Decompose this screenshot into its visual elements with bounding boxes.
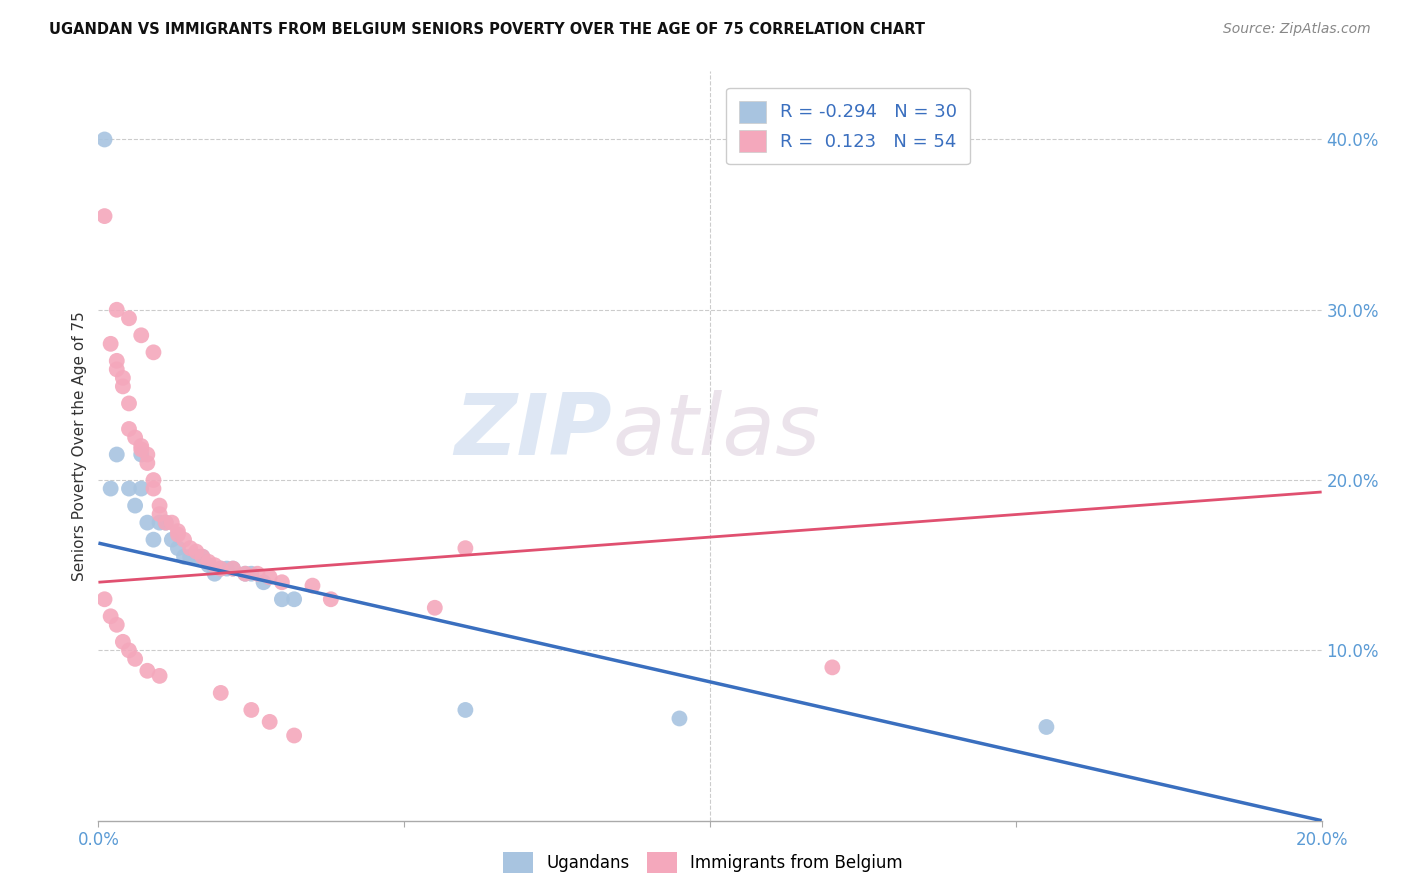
Point — [821, 660, 844, 674]
Point — [118, 422, 141, 436]
Point — [204, 566, 226, 581]
Point — [111, 371, 134, 385]
Point — [222, 561, 245, 575]
Point — [129, 448, 152, 462]
Point — [240, 566, 263, 581]
Point — [209, 561, 232, 575]
Text: ZIP: ZIP — [454, 390, 612, 473]
Point — [105, 302, 128, 317]
Point — [142, 482, 165, 496]
Point — [93, 592, 115, 607]
Point — [93, 209, 115, 223]
Point — [142, 473, 165, 487]
Point — [160, 533, 183, 547]
Point — [118, 311, 141, 326]
Point — [93, 132, 115, 146]
Point — [204, 558, 226, 573]
Point — [100, 609, 122, 624]
Point — [129, 439, 152, 453]
Point — [215, 561, 238, 575]
Point — [283, 592, 305, 607]
Point — [173, 533, 195, 547]
Point — [149, 669, 172, 683]
Point — [186, 544, 208, 558]
Point — [129, 442, 152, 457]
Point — [100, 336, 122, 351]
Point — [111, 379, 134, 393]
Legend: Ugandans, Immigrants from Belgium: Ugandans, Immigrants from Belgium — [496, 846, 910, 880]
Point — [124, 499, 146, 513]
Point — [209, 686, 232, 700]
Point — [259, 714, 281, 729]
Text: Source: ZipAtlas.com: Source: ZipAtlas.com — [1223, 22, 1371, 37]
Point — [167, 524, 190, 538]
Point — [111, 635, 134, 649]
Point — [233, 566, 256, 581]
Point — [100, 482, 122, 496]
Point — [179, 549, 201, 564]
Point — [240, 703, 263, 717]
Point — [118, 396, 141, 410]
Point — [197, 555, 219, 569]
Point — [252, 575, 274, 590]
Point — [142, 533, 165, 547]
Point — [136, 448, 159, 462]
Y-axis label: Seniors Poverty Over the Age of 75: Seniors Poverty Over the Age of 75 — [72, 311, 87, 581]
Point — [209, 561, 232, 575]
Point — [149, 516, 172, 530]
Point — [142, 345, 165, 359]
Point — [136, 516, 159, 530]
Point — [155, 516, 177, 530]
Point — [136, 664, 159, 678]
Point — [454, 541, 477, 556]
Point — [246, 566, 269, 581]
Point — [454, 703, 477, 717]
Point — [1035, 720, 1057, 734]
Point — [149, 507, 172, 521]
Point — [270, 592, 292, 607]
Point — [160, 516, 183, 530]
Point — [167, 541, 190, 556]
Point — [105, 354, 128, 368]
Point — [319, 592, 342, 607]
Point — [105, 362, 128, 376]
Point — [173, 549, 195, 564]
Point — [124, 652, 146, 666]
Point — [191, 549, 214, 564]
Point — [118, 482, 141, 496]
Point — [149, 499, 172, 513]
Point — [155, 516, 177, 530]
Text: atlas: atlas — [612, 390, 820, 473]
Point — [233, 566, 256, 581]
Point — [167, 527, 190, 541]
Point — [105, 617, 128, 632]
Point — [105, 448, 128, 462]
Point — [129, 328, 152, 343]
Point — [222, 561, 245, 575]
Point — [259, 570, 281, 584]
Point — [186, 549, 208, 564]
Text: UGANDAN VS IMMIGRANTS FROM BELGIUM SENIORS POVERTY OVER THE AGE OF 75 CORRELATIO: UGANDAN VS IMMIGRANTS FROM BELGIUM SENIO… — [49, 22, 925, 37]
Point — [136, 456, 159, 470]
Point — [197, 558, 219, 573]
Point — [129, 482, 152, 496]
Point — [191, 549, 214, 564]
Legend: R = -0.294   N = 30, R =  0.123   N = 54: R = -0.294 N = 30, R = 0.123 N = 54 — [727, 88, 970, 164]
Point — [283, 729, 305, 743]
Point — [179, 541, 201, 556]
Point — [270, 575, 292, 590]
Point — [423, 600, 446, 615]
Point — [118, 643, 141, 657]
Point — [668, 711, 690, 725]
Point — [301, 579, 323, 593]
Point — [124, 430, 146, 444]
